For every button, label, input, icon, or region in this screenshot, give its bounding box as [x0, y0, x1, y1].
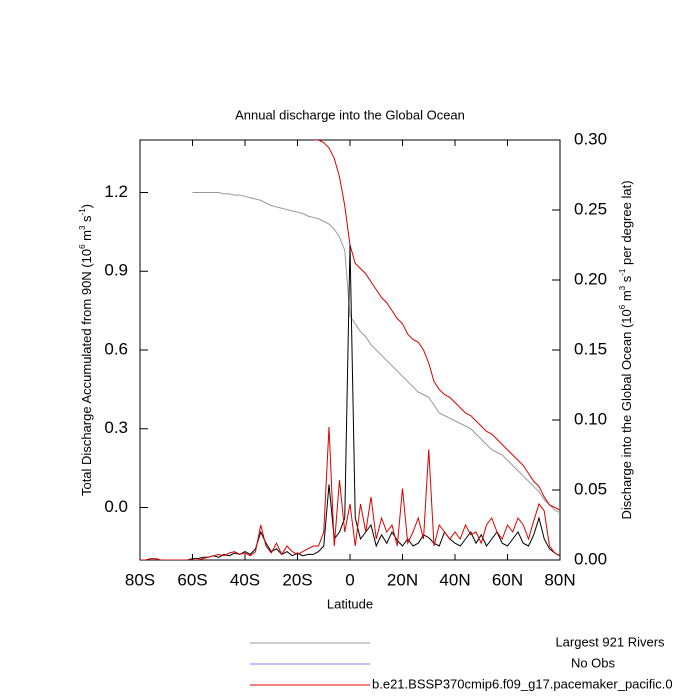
- y-tick-label: 0.0: [104, 497, 128, 516]
- y-axis-label-part: s: [79, 215, 94, 226]
- plot-frame: [139, 139, 561, 561]
- y2-axis-label-part: m: [619, 290, 634, 304]
- y-tick-label: 0.3: [104, 418, 128, 437]
- series-line: [313, 140, 560, 511]
- y-axis-label-part: ): [79, 204, 94, 208]
- y2-tick-label: 0.15: [574, 339, 607, 358]
- x-axis-label: Latitude: [327, 596, 373, 611]
- y-axis-label-part: m: [79, 230, 94, 244]
- y-axis-label: Total Discharge Accumulated from 90N (10…: [78, 204, 94, 496]
- x-tick-label: 80N: [544, 570, 575, 589]
- y2-axis-label-part: per degree lat): [619, 180, 634, 268]
- legend-label: Largest 921 Rivers: [555, 634, 665, 649]
- y2-tick-label: 0.05: [574, 479, 607, 498]
- x-tick-label: 60N: [492, 570, 523, 589]
- x-tick-label: 80S: [125, 570, 155, 589]
- x-tick-label: 20S: [282, 570, 312, 589]
- x-tick-label: 40N: [439, 570, 470, 589]
- x-tick-label: 20N: [387, 570, 418, 589]
- x-tick-label: 0: [345, 570, 354, 589]
- y2-tick-label: 0.30: [574, 129, 607, 148]
- y2-axis-label-part: Discharge into the Global Ocean (10: [619, 309, 634, 519]
- y2-axis-label-part: 6: [618, 304, 627, 309]
- y-tick-label: 0.6: [104, 339, 128, 358]
- series-line: [140, 244, 560, 560]
- y-tick-label: 1.2: [104, 182, 128, 201]
- y2-tick-label: 0.10: [574, 409, 607, 428]
- y-tick-label: 0.9: [104, 261, 128, 280]
- y-axis-label-part: Total Discharge Accumulated from 90N (10: [79, 249, 94, 496]
- y2-tick-label: 0.00: [574, 549, 607, 568]
- x-tick-label: 60S: [177, 570, 207, 589]
- plot-area: [140, 140, 560, 560]
- y2-tick-label: 0.25: [574, 199, 607, 218]
- series-line: [140, 426, 560, 560]
- y2-axis-label: Discharge into the Global Ocean (106 m3 …: [618, 180, 634, 519]
- series-line: [192, 192, 560, 514]
- y2-axis-label-part: 3: [618, 285, 627, 290]
- y-axis-label-part: -1: [78, 208, 87, 216]
- y2-axis-label-part: s: [619, 275, 634, 286]
- chart-title: Annual discharge into the Global Ocean: [235, 107, 465, 122]
- legend-label: No Obs: [571, 655, 616, 670]
- y2-tick-label: 0.20: [574, 269, 607, 288]
- y-axis-label-part: 6: [78, 244, 87, 249]
- y-axis-label-part: 3: [78, 225, 87, 230]
- y2-axis-label-part: -1: [618, 268, 627, 276]
- legend-label: b.e21.BSSP370cmip6.f09_g17.pacemaker_pac…: [372, 676, 673, 691]
- x-tick-label: 40S: [230, 570, 260, 589]
